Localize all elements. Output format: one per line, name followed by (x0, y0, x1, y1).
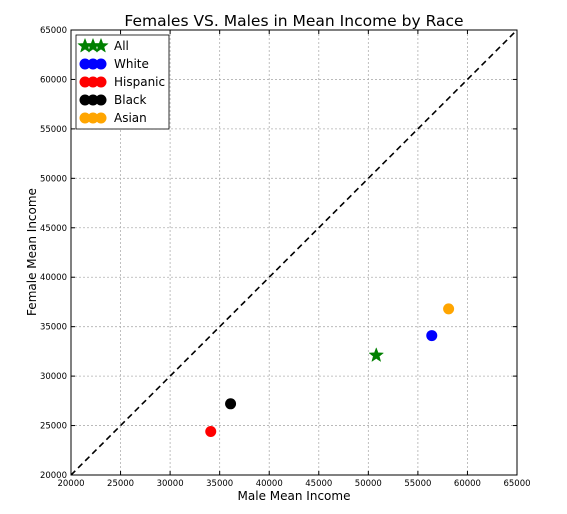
data-point-asian (443, 303, 455, 315)
x-tick-label: 45000 (305, 479, 332, 489)
data-point-black (225, 398, 237, 410)
x-tick-label: 35000 (206, 479, 233, 489)
data-points (205, 303, 455, 437)
legend-marker-black (87, 94, 99, 106)
y-tick-label: 40000 (40, 273, 67, 283)
legend-label-asian: Asian (114, 111, 147, 125)
y-tick-label: 45000 (40, 224, 67, 234)
y-tick-label: 25000 (40, 422, 67, 432)
legend-marker-asian (79, 112, 91, 124)
legend-label-all: All (114, 39, 129, 53)
data-point-hispanic (205, 425, 217, 437)
legend-marker-black (95, 94, 107, 106)
plot-area-frame (70, 29, 518, 476)
legend-marker-asian (87, 112, 99, 124)
y-tick-label: 60000 (40, 75, 67, 85)
legend-marker-white (87, 58, 99, 70)
x-axis-title: Male Mean Income (238, 489, 351, 503)
reference-line (70, 29, 518, 476)
x-tick-label: 40000 (256, 479, 283, 489)
x-axis-ticks: 20000 25000 30000 35000 40000 45000 50000 55000… (57, 30, 531, 489)
legend-marker-hispanic (87, 76, 99, 88)
legend-label-black: Black (114, 93, 147, 107)
reference-line-layer (70, 29, 518, 476)
y-tick-label: 20000 (40, 471, 67, 481)
data-point-all (368, 347, 385, 362)
legend-marker-white (79, 58, 91, 70)
legend-label-white: White (114, 57, 149, 71)
y-tick-label: 65000 (40, 26, 67, 36)
x-tick-label: 60000 (454, 479, 481, 489)
legend-marker-hispanic (79, 76, 91, 88)
y-tick-label: 55000 (40, 125, 67, 135)
x-tick-label: 50000 (355, 479, 382, 489)
x-tick-label: 55000 (404, 479, 431, 489)
legend-marker-asian (95, 112, 107, 124)
chart-title: Females VS. Males in Mean Income by Race (124, 12, 463, 30)
y-tick-label: 35000 (40, 323, 67, 333)
y-tick-label: 30000 (40, 372, 67, 382)
legend-marker-all (93, 37, 109, 53)
x-tick-label: 65000 (503, 479, 530, 489)
legend: All White Hispanic Black Asian (75, 34, 170, 130)
x-tick-label: 20000 (57, 479, 84, 489)
x-tick-label: 25000 (107, 479, 134, 489)
y-axis-title: Female Mean Income (25, 188, 39, 316)
x-tick-label: 30000 (157, 479, 184, 489)
y-tick-label: 50000 (40, 174, 67, 184)
y-axis-ticks: 20000 25000 30000 35000 40000 45000 50000 55000… (40, 26, 517, 481)
legend-marker-black (79, 94, 91, 106)
legend-label-hispanic: Hispanic (114, 75, 165, 89)
legend-marker-white (95, 58, 107, 70)
data-point-white (426, 330, 438, 342)
legend-marker-hispanic (95, 76, 107, 88)
